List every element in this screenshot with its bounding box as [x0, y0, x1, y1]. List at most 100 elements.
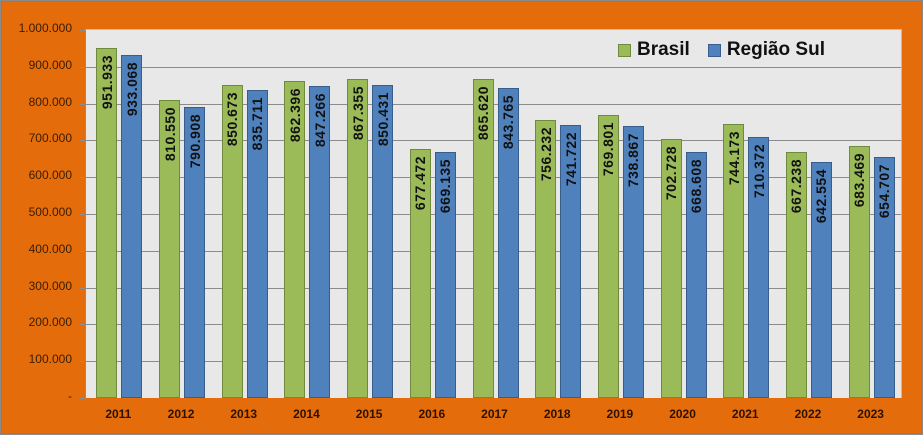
y-tick-label: 200.000 — [28, 315, 72, 330]
bar-brasil-2014: 862.396 — [284, 80, 306, 398]
x-tick-label: 2018 — [543, 407, 571, 421]
bar-value-label: 835.711 — [249, 97, 266, 151]
bar-brasil-2012: 810.550 — [159, 99, 181, 398]
bar-value-label: 668.608 — [688, 158, 705, 214]
bar-value-label: 654.707 — [876, 164, 893, 219]
bar-value-label: 738.867 — [625, 133, 642, 188]
y-tick — [80, 140, 86, 142]
gridline — [86, 287, 901, 289]
x-tick-label: 2017 — [481, 407, 508, 421]
bar-value-label: 850.431 — [374, 92, 391, 147]
bar-brasil-2011: 951.933 — [96, 47, 118, 398]
gridline — [86, 66, 901, 68]
y-tick-label: 500.000 — [28, 205, 72, 219]
bar-regiao-sul-2012: 790.908 — [184, 106, 206, 398]
bar-value-label: 667.238 — [788, 159, 805, 214]
bar-value-label: 867.355 — [349, 85, 366, 140]
x-tick-label: 2013 — [230, 407, 258, 421]
bar-regiao-sul-2018: 741.722 — [560, 125, 582, 398]
y-tick-label: 700.000 — [28, 131, 72, 146]
bar-value-label: 669.135 — [437, 158, 454, 213]
y-tick-label: 600.000 — [28, 168, 72, 183]
bar-value-label: 756.232 — [537, 126, 554, 181]
bar-regiao-sul-2014: 847.266 — [309, 86, 331, 398]
bar-value-label: 933.068 — [123, 61, 140, 116]
legend-label-brasil: Brasil — [637, 39, 690, 60]
y-tick — [80, 361, 86, 363]
y-tick — [80, 103, 86, 105]
bar-regiao-sul-2021: 710.372 — [748, 136, 770, 398]
bar-brasil-2013: 850.673 — [221, 84, 243, 398]
x-tick-label: 2019 — [606, 407, 634, 421]
gridline — [86, 250, 901, 252]
legend-item-brasil: Brasil — [618, 39, 690, 61]
bar-brasil-2019: 769.801 — [597, 114, 619, 398]
bar-value-label: 710.372 — [750, 143, 767, 198]
bar-value-label: 744.173 — [725, 131, 742, 186]
bar-value-label: 850.673 — [224, 91, 241, 147]
bar-regiao-sul-2013: 835.711 — [246, 90, 268, 398]
y-tick-label: 100.000 — [28, 352, 72, 367]
y-tick — [80, 398, 86, 399]
bar-regiao-sul-2019: 738.867 — [622, 126, 644, 398]
y-tick-label: 800.000 — [28, 94, 72, 109]
legend-item-regiao-sul: Região Sul — [707, 39, 825, 61]
x-tick-label: 2021 — [731, 407, 759, 421]
bar-brasil-2016: 677.472 — [409, 148, 431, 398]
gridline — [86, 140, 901, 142]
bar-brasil-2017: 865.620 — [472, 79, 494, 398]
legend-swatch-brasil-icon — [618, 43, 631, 57]
bar-value-label: 677.472 — [412, 155, 429, 210]
gridline — [86, 177, 901, 179]
gridline — [86, 214, 901, 215]
x-tick-label: 2016 — [418, 407, 446, 421]
bar-regiao-sul-2017: 843.765 — [497, 87, 519, 398]
bar-brasil-2020: 702.728 — [660, 139, 682, 398]
x-tick-label: 2011 — [105, 407, 132, 421]
y-tick — [80, 324, 86, 326]
bar-regiao-sul-2020: 668.608 — [685, 151, 707, 398]
y-tick-label: 400.000 — [28, 241, 72, 256]
bar-value-label: 862.396 — [286, 87, 303, 142]
y-tick-label: 300.000 — [28, 278, 72, 293]
x-tick-label: 2023 — [857, 407, 884, 421]
legend-label-regiao-sul: Região Sul — [726, 39, 825, 60]
bar-regiao-sul-2022: 642.554 — [810, 161, 832, 398]
bar-value-label: 847.266 — [311, 93, 328, 148]
y-tick — [80, 214, 86, 215]
bar-value-label: 769.801 — [600, 121, 617, 176]
bar-value-label: 843.765 — [500, 94, 516, 149]
x-tick-label: 2020 — [669, 407, 696, 421]
gridline — [86, 324, 901, 326]
y-tick — [80, 30, 86, 31]
bar-brasil-2023: 683.469 — [848, 146, 870, 398]
bar-value-label: 865.620 — [475, 86, 491, 141]
bar-regiao-sul-2023: 654.707 — [873, 157, 895, 398]
bar-value-label: 951.933 — [98, 54, 115, 109]
bar-value-label: 810.550 — [161, 106, 178, 161]
bar-value-label: 683.469 — [851, 153, 868, 208]
x-tick-label: 2022 — [794, 407, 822, 421]
bar-regiao-sul-2016: 669.135 — [434, 151, 456, 398]
gridline — [86, 361, 901, 363]
bar-value-label: 642.554 — [813, 168, 830, 223]
y-tick-label: - — [68, 389, 72, 403]
bar-value-label: 790.908 — [186, 113, 203, 169]
bar-regiao-sul-2011: 933.068 — [121, 54, 143, 398]
y-tick — [80, 287, 86, 289]
y-tick — [80, 250, 86, 252]
x-tick-label: 2012 — [167, 407, 195, 421]
plot-area: 951.933 933.068 810.550 790.908 850.673 835.7… — [80, 29, 902, 399]
bar-regiao-sul-2015: 850.431 — [372, 85, 394, 398]
x-tick-label: 2015 — [355, 407, 383, 421]
bar-brasil-2022: 667.238 — [785, 152, 807, 398]
bar-value-label: 702.728 — [663, 146, 680, 201]
legend-swatch-regiao-sul-icon — [707, 43, 721, 57]
y-tick — [80, 66, 86, 68]
gridline — [86, 103, 901, 105]
legend: Brasil Região Sul — [618, 39, 843, 61]
bar-brasil-2015: 867.355 — [347, 78, 369, 398]
bar-brasil-2021: 744.173 — [723, 124, 745, 398]
bar-value-label: 741.722 — [562, 132, 579, 187]
